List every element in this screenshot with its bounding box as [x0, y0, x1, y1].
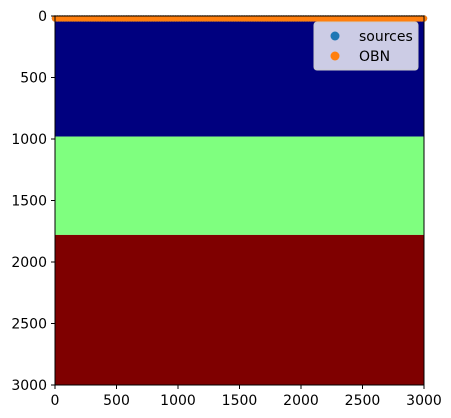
y-axis: 0 500 1000 1500 2000 2500 3000 [11, 9, 55, 394]
x-tick-label: 500 [103, 393, 130, 409]
x-tick-label: 0 [51, 393, 60, 409]
x-tick-label: 1500 [222, 393, 258, 409]
layer-2 [55, 136, 424, 235]
x-tick-label: 1000 [160, 393, 196, 409]
y-tick-label: 1000 [11, 132, 47, 148]
y-tick-label: 3000 [11, 378, 47, 394]
legend-label: OBN [359, 49, 390, 65]
y-tick-label: 2500 [11, 317, 47, 333]
layer-3 [55, 234, 424, 385]
legend-marker [330, 51, 340, 61]
velocity-model-layers [55, 16, 424, 385]
x-tick-label: 2000 [283, 393, 319, 409]
legend-marker [330, 31, 340, 41]
x-tick-label: 2500 [345, 393, 381, 409]
legend: sources OBN [313, 21, 419, 71]
y-tick-label: 0 [38, 9, 47, 25]
series-obn [51, 15, 428, 22]
y-tick-label: 1500 [11, 194, 47, 210]
legend-label: sources [359, 29, 413, 45]
y-tick-label: 2000 [11, 255, 47, 271]
x-axis: 0 500 1000 1500 2000 2500 3000 [51, 385, 442, 409]
legend-box [313, 21, 419, 71]
x-tick-label: 3000 [406, 393, 442, 409]
y-tick-label: 500 [20, 71, 47, 87]
